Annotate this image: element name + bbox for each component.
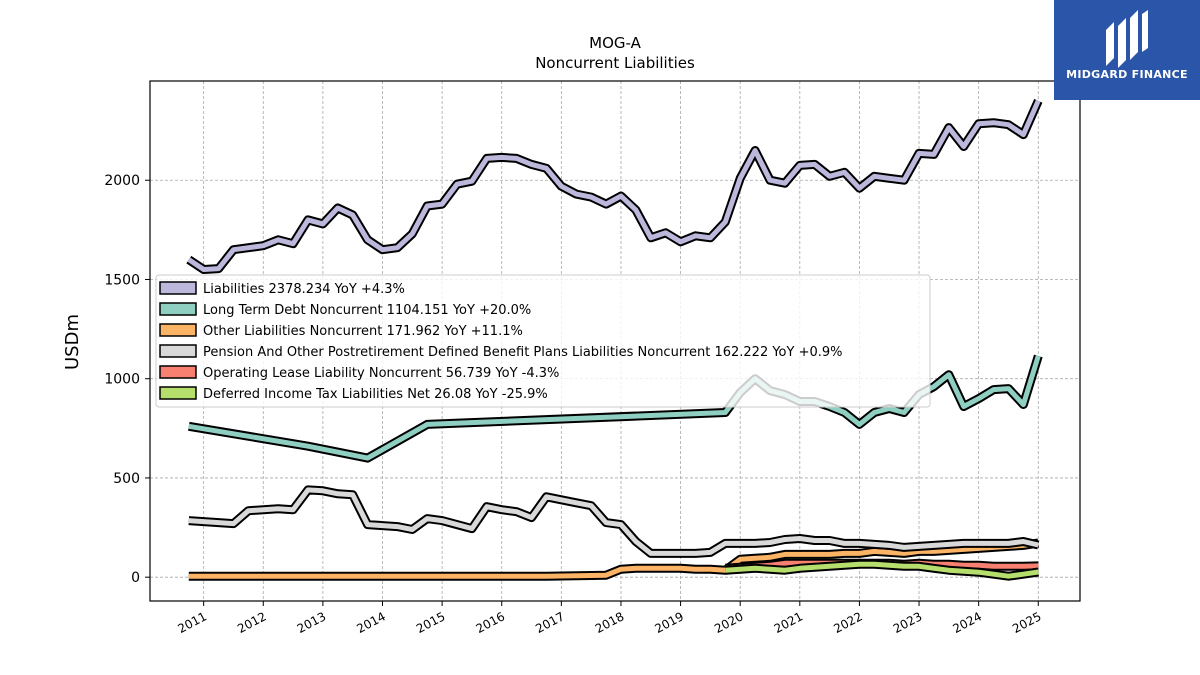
x-tick-label: 2023 xyxy=(891,609,925,636)
x-tick-label: 2014 xyxy=(354,609,388,636)
series-2 xyxy=(188,538,1040,581)
legend-item: Other Liabilities Noncurrent 171.962 YoY… xyxy=(159,323,523,339)
legend-item: Liabilities 2378.234 YoY +4.3% xyxy=(159,281,405,297)
x-tick-label: 2022 xyxy=(831,609,865,636)
series-3 xyxy=(188,485,1040,558)
y-tick-label: 0 xyxy=(131,570,140,586)
series-line xyxy=(187,99,1041,272)
series-line xyxy=(725,561,1039,579)
series-0 xyxy=(186,98,1043,274)
y-tick-label: 1500 xyxy=(104,272,140,288)
brand-logo: MIDGARD FINANCE xyxy=(1054,0,1200,100)
brand-name: MIDGARD FINANCE xyxy=(1066,68,1188,81)
y-axis-label: USDm xyxy=(62,314,83,370)
x-tick-label: 2015 xyxy=(414,609,448,636)
legend-label: Liabilities 2378.234 YoY +4.3% xyxy=(203,282,405,297)
x-tick-label: 2011 xyxy=(176,609,210,636)
series-5 xyxy=(724,559,1039,581)
x-tick-label: 2016 xyxy=(474,609,508,636)
legend-label: Other Liabilities Noncurrent 171.962 YoY… xyxy=(203,324,523,339)
plot-frame xyxy=(149,80,1081,602)
legend-item: Pension And Other Postretirement Defined… xyxy=(159,344,843,360)
series-line-outline xyxy=(186,98,1043,274)
series-line xyxy=(188,540,1039,579)
y-tick-label: 500 xyxy=(113,471,140,487)
legend-label: Long Term Debt Noncurrent 1104.151 YoY +… xyxy=(203,303,531,318)
legend-swatch xyxy=(159,365,197,379)
mf-monogram-icon xyxy=(1106,10,1148,68)
x-tick-label: 2024 xyxy=(951,609,985,636)
x-tick-label: 2025 xyxy=(1010,609,1044,636)
chart-subtitle: Noncurrent Liabilities xyxy=(535,54,695,72)
x-tick-label: 2012 xyxy=(235,609,269,636)
x-tick-label: 2019 xyxy=(652,609,686,636)
x-axis-ticks: 2011 2012 2013 2014 2015 2016 2017 2018 2019 2020… xyxy=(176,601,1044,636)
legend-swatch xyxy=(159,386,197,400)
legend-swatch xyxy=(159,281,197,295)
legend-label: Operating Lease Liability Noncurrent 56.… xyxy=(203,366,559,381)
y-tick-label: 1000 xyxy=(104,372,140,388)
series-layer xyxy=(186,98,1043,581)
x-tick-label: 2017 xyxy=(533,609,567,636)
series-1 xyxy=(188,354,1043,463)
legend-swatch xyxy=(159,302,197,316)
legend-item: Deferred Income Tax Liabilities Net 26.0… xyxy=(159,386,548,402)
y-axis-ticks: 0 500 1000 1500 2000 xyxy=(104,173,150,586)
x-tick-label: 2013 xyxy=(295,609,329,636)
series-line xyxy=(188,487,1039,556)
legend-label: Pension And Other Postretirement Defined… xyxy=(203,345,843,360)
legend-item: Operating Lease Liability Noncurrent 56.… xyxy=(159,365,559,381)
x-tick-label: 2018 xyxy=(593,609,627,636)
x-tick-label: 2021 xyxy=(772,609,806,636)
chart-title: MOG-A xyxy=(589,34,641,52)
series-line xyxy=(188,355,1041,461)
legend-box xyxy=(155,274,931,408)
legend-label: Deferred Income Tax Liabilities Net 26.0… xyxy=(203,387,548,402)
y-tick-label: 2000 xyxy=(104,173,140,189)
legend-swatch xyxy=(159,344,197,358)
legend-swatch xyxy=(159,323,197,337)
x-tick-label: 2020 xyxy=(712,609,746,636)
legend: Liabilities 2378.234 YoY +4.3% Long Term … xyxy=(155,274,931,408)
legend-item: Long Term Debt Noncurrent 1104.151 YoY +… xyxy=(159,302,531,318)
